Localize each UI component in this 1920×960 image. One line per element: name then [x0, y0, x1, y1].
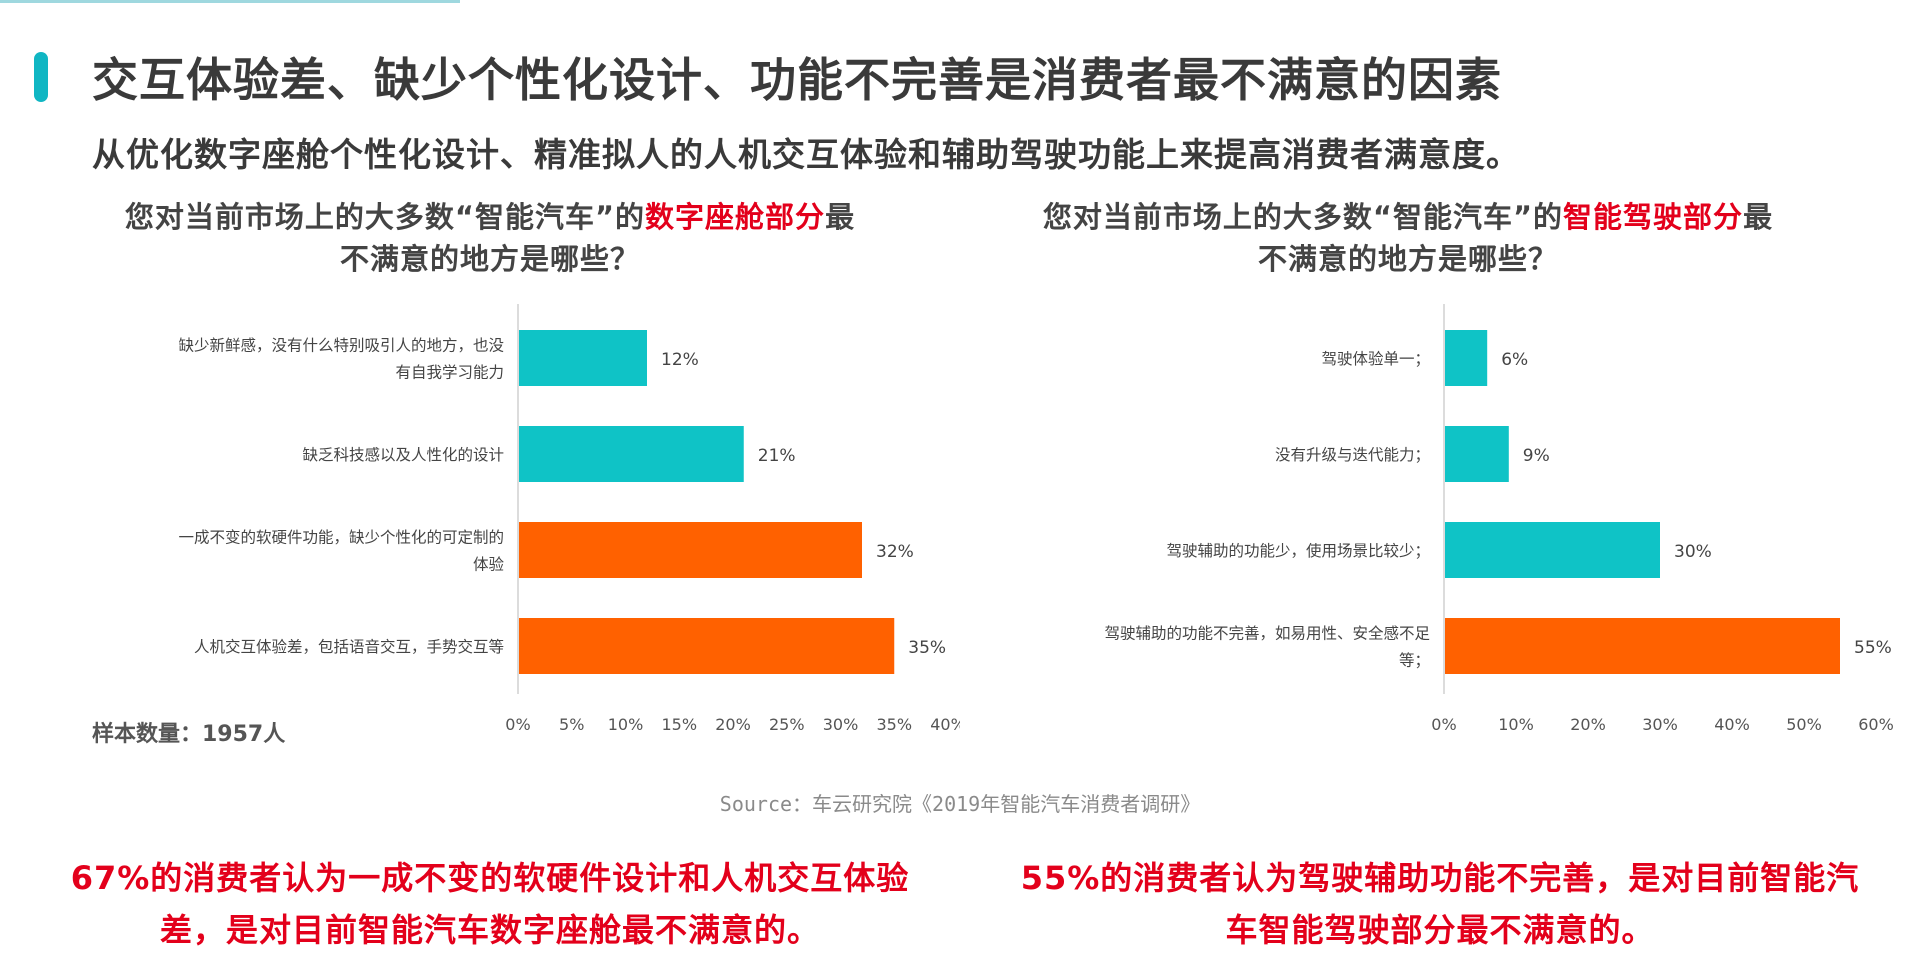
data-label: 21%: [758, 446, 796, 466]
data-label: 55%: [1854, 638, 1892, 658]
left-heading-suffix: 最: [825, 200, 856, 234]
left-conclusion-line2: 差，是对目前智能汽车数字座舱最不满意的。: [159, 911, 820, 949]
right-chart-heading: 您对当前市场上的大多数“智能汽车”的智能驾驶部分最 不满意的地方是哪些？: [958, 196, 1858, 280]
x-tick-label: 25%: [769, 715, 805, 734]
top-rule: [0, 0, 460, 3]
x-tick-label: 15%: [661, 715, 697, 734]
category-label: 人机交互体验差，包括语音交互，手势交互等: [194, 638, 504, 656]
x-tick-label: 50%: [1786, 715, 1822, 734]
category-label: 驾驶体验单一；: [1321, 350, 1430, 368]
data-label: 9%: [1523, 446, 1550, 466]
right-heading-suffix: 最: [1743, 200, 1774, 234]
x-tick-label: 20%: [1570, 715, 1606, 734]
x-tick-label: 0%: [1431, 715, 1456, 734]
data-label: 35%: [908, 638, 946, 658]
right-conclusion: 55%的消费者认为驾驶辅助功能不完善，是对目前智能汽 车智能驾驶部分最不满意的。: [1000, 852, 1880, 956]
category-label: 没有升级与迭代能力；: [1275, 446, 1430, 464]
page-subtitle: 从优化数字座舱个性化设计、精准拟人的人机交互体验和辅助驾驶功能上来提高消费者满意…: [92, 135, 1520, 174]
right-conclusion-line1: 55%的消费者认为驾驶辅助功能不完善，是对目前智能汽: [1020, 859, 1860, 897]
x-tick-label: 20%: [715, 715, 751, 734]
data-label: 30%: [1674, 542, 1712, 562]
bar: [1445, 330, 1488, 386]
bar: [1445, 522, 1660, 578]
right-conclusion-line2: 车智能驾驶部分最不满意的。: [1225, 911, 1655, 949]
data-label: 32%: [876, 542, 914, 562]
x-tick-label: 40%: [930, 715, 960, 734]
category-label: 一成不变的软硬件功能，缺少个性化的可定制的: [178, 529, 504, 547]
bar: [1445, 618, 1840, 674]
right-heading-prefix: 您对当前市场上的大多数“智能汽车”的: [1042, 200, 1564, 234]
left-heading-highlight: 数字座舱部分: [645, 200, 826, 234]
sample-size: 样本数量：1957人: [92, 722, 286, 747]
data-label: 12%: [661, 350, 699, 370]
page-title: 交互体验差、缺少个性化设计、功能不完善是消费者最不满意的因素: [92, 53, 1502, 107]
category-label: 驾驶辅助的功能少，使用场景比较少；: [1166, 542, 1430, 560]
x-tick-label: 40%: [1714, 715, 1750, 734]
right-heading-highlight: 智能驾驶部分: [1563, 200, 1744, 234]
bar: [519, 330, 647, 386]
x-tick-label: 10%: [1498, 715, 1534, 734]
bar: [519, 522, 862, 578]
category-label: 体验: [473, 556, 505, 574]
category-label: 缺少新鲜感，没有什么特别吸引人的地方，也没: [178, 337, 504, 355]
left-heading-prefix: 您对当前市场上的大多数“智能汽车”的: [124, 200, 646, 234]
category-label: 驾驶辅助的功能不完善，如易用性、安全感不足: [1104, 625, 1430, 643]
left-heading-line2: 不满意的地方是哪些？: [339, 242, 640, 276]
right-heading-line2: 不满意的地方是哪些？: [1257, 242, 1558, 276]
x-tick-label: 30%: [1642, 715, 1678, 734]
left-conclusion: 67%的消费者认为一成不变的软硬件设计和人机交互体验 差，是对目前智能汽车数字座…: [50, 852, 930, 956]
x-tick-label: 0%: [505, 715, 530, 734]
bar: [1445, 426, 1509, 482]
x-tick-label: 30%: [823, 715, 859, 734]
category-label: 有自我学习能力: [395, 364, 504, 382]
left-conclusion-line1: 67%的消费者认为一成不变的软硬件设计和人机交互体验: [70, 859, 910, 897]
title-accent-bar: [34, 52, 48, 102]
driving-dissatisfaction-chart: 6% 驾驶体验单一； 9% 没有升级与迭代能力； 30% 驾驶辅助的功能少，使用场景比较少…: [1104, 304, 1894, 734]
x-tick-label: 10%: [608, 715, 644, 734]
category-label: 缺乏科技感以及人性化的设计: [302, 446, 504, 464]
bar: [519, 618, 895, 674]
left-chart-heading: 您对当前市场上的大多数“智能汽车”的数字座舱部分最 不满意的地方是哪些？: [40, 196, 940, 280]
bar: [519, 426, 744, 482]
x-tick-label: 60%: [1858, 715, 1894, 734]
x-tick-label: 35%: [876, 715, 912, 734]
source-note: Source：车云研究院《2019年智能汽车消费者调研》: [719, 792, 1201, 816]
category-label: 等；: [1399, 652, 1430, 670]
x-tick-label: 5%: [559, 715, 584, 734]
data-label: 6%: [1501, 350, 1528, 370]
